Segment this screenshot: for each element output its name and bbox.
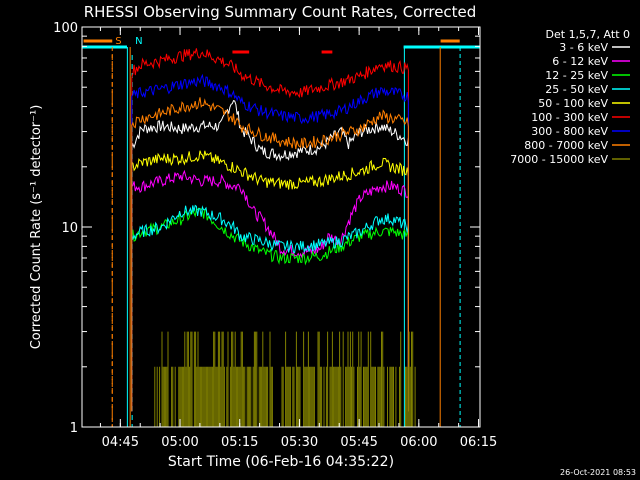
legend-entry: 3 - 6 keV — [559, 41, 608, 54]
x-tick-label: 06:15 — [460, 435, 497, 450]
x-tick-label: 05:30 — [281, 435, 318, 450]
series-line — [131, 97, 409, 412]
series-line — [131, 99, 409, 412]
legend-entry: 50 - 100 keV — [538, 97, 608, 110]
y-axis-label: Corrected Count Rate (s⁻¹ detector⁻¹) — [29, 105, 44, 350]
y-tick-label: 10 — [61, 221, 78, 236]
series-line — [131, 150, 409, 412]
legend-entry: 12 - 25 keV — [545, 69, 608, 82]
chart-title: RHESSI Observing Summary Count Rates, Co… — [84, 3, 477, 21]
series-line — [131, 169, 409, 412]
legend-header: Det 1,5,7, Att 0 — [546, 28, 630, 41]
legend-entry: 800 - 7000 keV — [524, 139, 608, 152]
x-axis-label: Start Time (06-Feb-16 04:35:22) — [168, 454, 394, 470]
series-line — [154, 331, 416, 427]
x-tick-label: 05:00 — [161, 435, 198, 450]
marker-label: S — [115, 36, 121, 47]
legend-entry: 25 - 50 keV — [545, 83, 608, 96]
legend-entry: 100 - 300 keV — [531, 111, 608, 124]
x-tick-label: 05:15 — [221, 435, 258, 450]
series-line — [131, 207, 409, 412]
legend-entry: 300 - 800 keV — [531, 125, 608, 138]
y-tick-label: 1 — [70, 421, 78, 436]
legend-entry: 7000 - 15000 keV — [510, 153, 608, 166]
series-line — [131, 73, 409, 412]
series-line — [131, 204, 409, 412]
x-tick-label: 05:45 — [340, 435, 377, 450]
y-tick-label: 100 — [53, 21, 78, 36]
axis-ticks: 04:45 05:00 05:15 05:30 05:45 06:00 06:15 1 10 10… — [53, 21, 497, 450]
legend-entry: 6 - 12 keV — [552, 55, 608, 68]
marker-label: N — [135, 36, 142, 47]
x-tick-label: 06:00 — [400, 435, 437, 450]
timestamp: 26-Oct-2021 08:53 — [560, 468, 636, 477]
x-tick-label: 04:45 — [102, 435, 139, 450]
series-line — [131, 48, 409, 412]
